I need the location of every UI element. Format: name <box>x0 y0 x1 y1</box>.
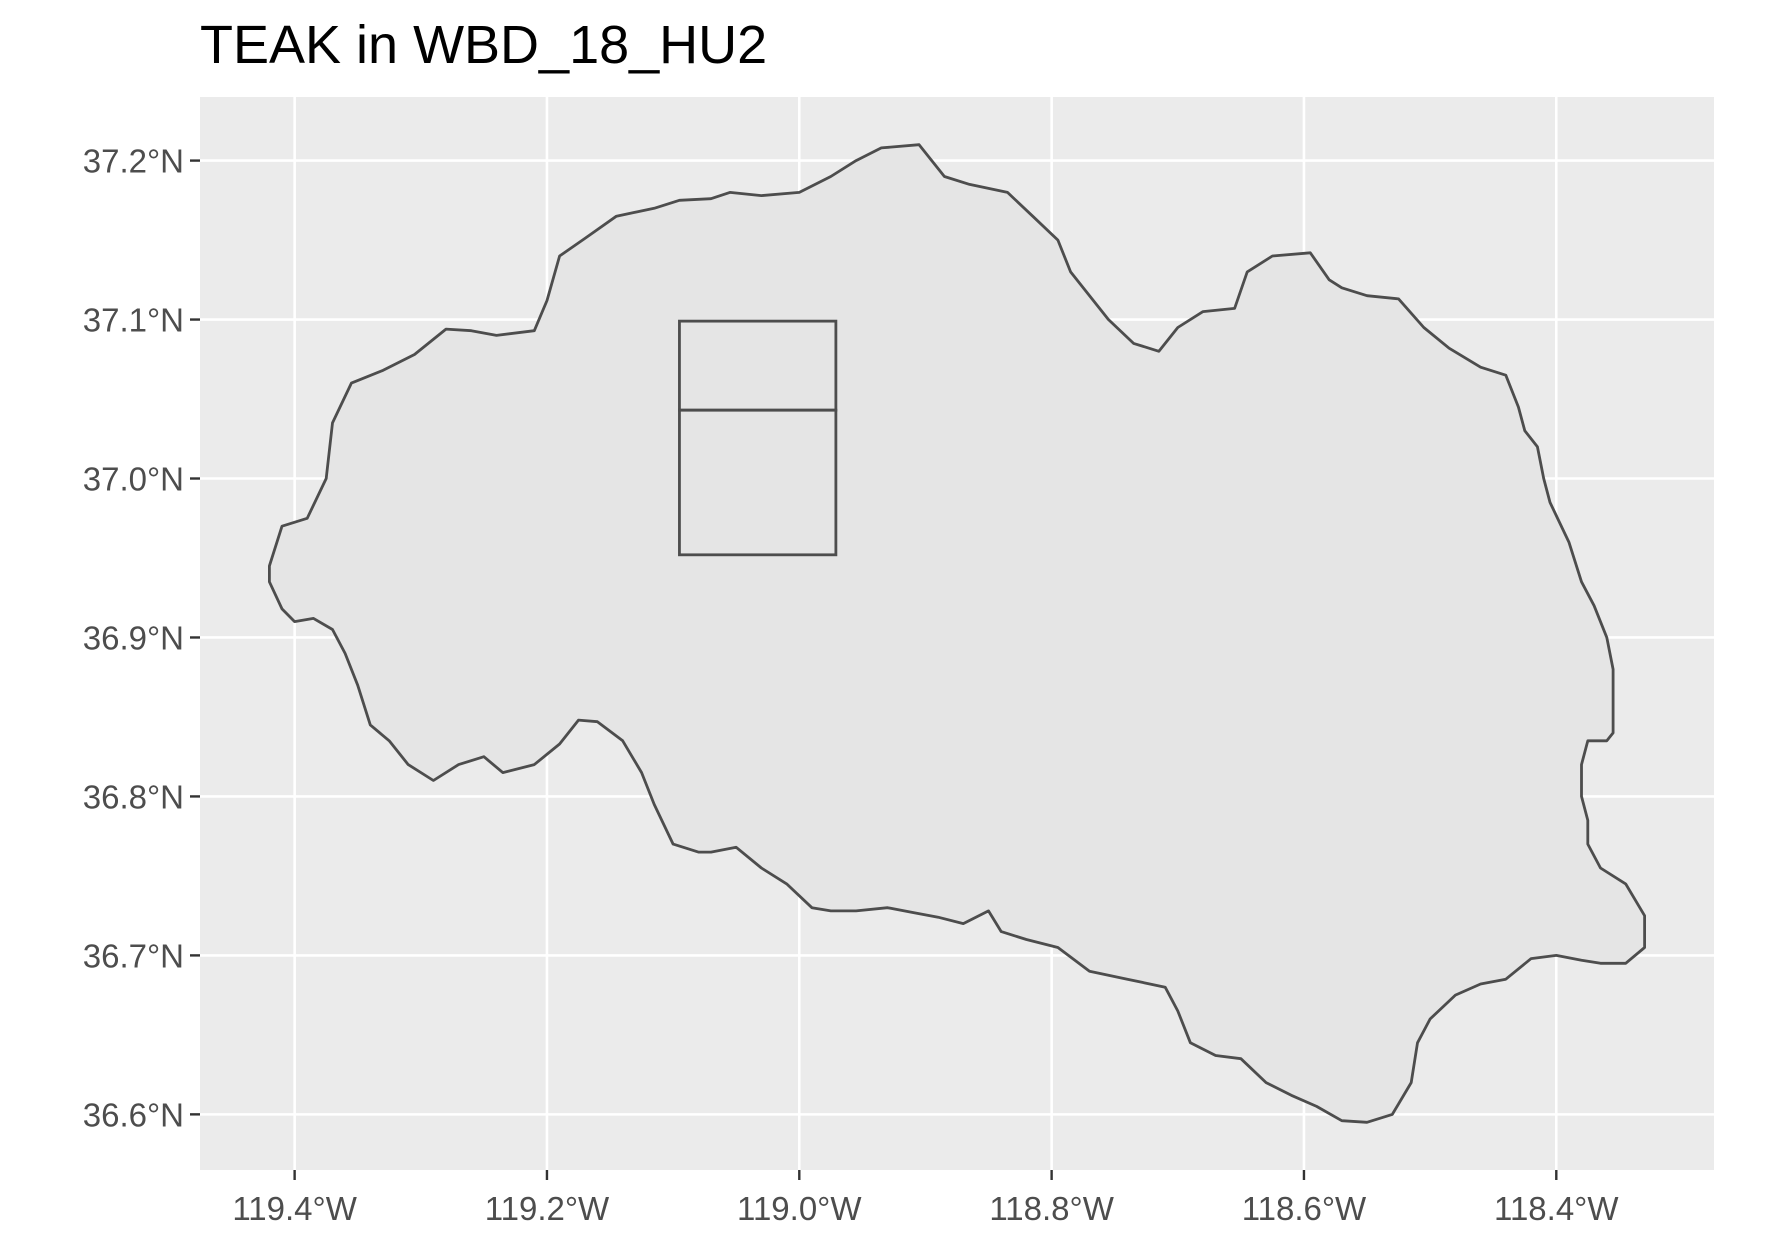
y-tick-label: 36.8°N <box>83 778 184 815</box>
x-tick-label: 119.0°W <box>737 1190 862 1227</box>
x-tick-label: 119.2°W <box>485 1190 610 1227</box>
x-tick-label: 118.6°W <box>1242 1190 1367 1227</box>
y-tick-label: 36.6°N <box>83 1096 184 1133</box>
x-tick-label: 118.4°W <box>1494 1190 1619 1227</box>
y-tick-label: 36.7°N <box>83 937 184 974</box>
map-title: TEAK in WBD_18_HU2 <box>200 15 768 75</box>
y-tick-label: 37.2°N <box>83 143 184 180</box>
site-box <box>678 408 838 557</box>
watershed-boundary <box>268 143 1646 1124</box>
x-tick-label: 119.4°W <box>232 1190 357 1227</box>
site-boxes <box>678 319 838 557</box>
y-axis: 37.2°N 37.1°N 37.0°N 36.9°N 36.8°N 36.7°N 36.6… <box>83 143 200 1133</box>
y-tick-label: 36.9°N <box>83 619 184 656</box>
y-tick-label: 37.1°N <box>83 302 184 339</box>
y-tick-label: 37.0°N <box>83 461 184 498</box>
x-axis: 119.4°W 119.2°W 119.0°W 118.8°W 118.6°W 118.4… <box>232 1170 1619 1227</box>
x-tick-label: 118.8°W <box>989 1190 1114 1227</box>
